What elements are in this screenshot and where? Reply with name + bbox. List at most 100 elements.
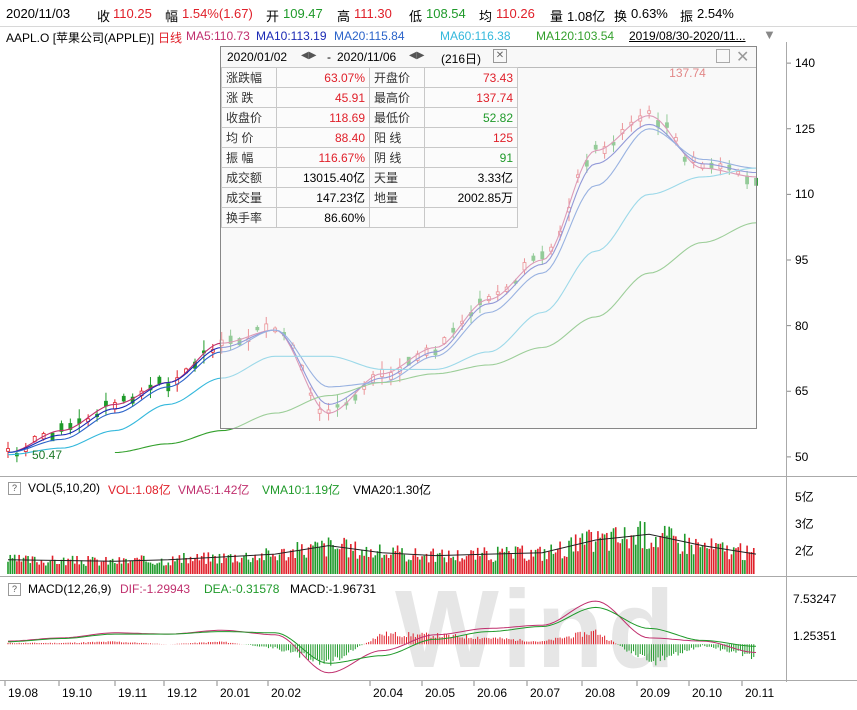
volume-bar — [53, 559, 56, 574]
volume-bar — [56, 563, 58, 574]
volume-bar — [586, 531, 588, 574]
volume-bar — [421, 556, 423, 574]
volume-bar — [94, 557, 96, 574]
volume-bar — [666, 535, 668, 574]
volume-bar — [621, 539, 624, 574]
range-start-arrows-icon[interactable]: ◀▶ — [301, 50, 317, 61]
stats-key — [369, 207, 425, 228]
volume-bar — [13, 554, 16, 574]
volume-bar — [661, 533, 664, 574]
volume-bar — [87, 556, 89, 574]
volume-bar — [265, 548, 268, 574]
volume-bar — [574, 534, 577, 574]
volume-bar — [136, 557, 138, 574]
volume-bar — [178, 555, 181, 574]
volume-bar — [40, 560, 43, 574]
volume-bar — [748, 552, 751, 574]
volume-bar — [427, 562, 430, 574]
volume-bar — [292, 549, 294, 574]
volume-bar — [274, 556, 276, 574]
price-y-axis: 140 125 110 95 80 65 50 — [787, 42, 857, 682]
x-axis-tick: 20.09 — [640, 686, 671, 700]
close-label: 收 — [97, 9, 111, 24]
volume-bar — [583, 544, 586, 574]
amplitude-label: 振 — [680, 9, 694, 24]
volume-bar — [281, 549, 283, 574]
stats-key: 收盘价 — [221, 107, 277, 128]
restore-window-icon[interactable] — [716, 49, 730, 63]
volume-bar — [76, 555, 78, 574]
volume-bar — [688, 537, 691, 574]
volume-bar — [163, 565, 165, 574]
candle-body — [59, 423, 64, 432]
volume-bar — [456, 550, 459, 574]
volume-bar — [697, 542, 699, 574]
volume-bar — [294, 557, 296, 574]
volume-bar — [116, 563, 118, 574]
volume-bar — [254, 554, 256, 574]
volume-bar — [196, 554, 199, 574]
volume-bar — [140, 555, 143, 574]
date-range-label[interactable]: 2019/08/30-2020/11... — [629, 29, 746, 43]
ma-legend: AAPL.O [苹果公司(APPLE)] 日线 MA5:110.73 MA10:… — [0, 27, 785, 45]
ma10-label: MA10:113.19 — [256, 29, 327, 43]
volume-bar — [692, 554, 695, 574]
volume-bar — [236, 561, 239, 574]
volume-bar — [372, 557, 374, 574]
high-label: 高 — [337, 9, 351, 24]
volume-bar — [530, 549, 532, 574]
x-axis-tick: 19.12 — [167, 686, 198, 700]
volume-bar — [298, 549, 301, 574]
help-icon[interactable]: ? — [8, 482, 21, 495]
volume-bar — [606, 532, 608, 574]
volume-bar — [443, 557, 446, 574]
volume-bar — [378, 544, 381, 574]
stats-row: 成交量 147.23亿 地量 2002.85万 — [221, 187, 518, 208]
volume-bar — [572, 551, 575, 574]
volume-value: 1.08亿 — [567, 9, 606, 24]
volume-bar — [243, 555, 245, 574]
volume-bar — [588, 529, 590, 574]
stats-key: 成交额 — [221, 167, 277, 188]
volume-bar — [67, 558, 69, 574]
volume-bar — [639, 521, 642, 574]
price-annotation: 50.47 — [32, 448, 62, 462]
range-end-arrows-icon[interactable]: ◀▶ — [409, 50, 425, 61]
stats-key: 阴 线 — [369, 147, 425, 168]
x-axis-tick: 20.06 — [477, 686, 508, 700]
volume-bar — [107, 564, 109, 574]
volume-bar — [171, 556, 174, 574]
volume-bar — [216, 563, 219, 574]
vol-header: ? VOL(5,10,20) VOL:1.08亿 VMA5:1.42亿 VMA1… — [0, 479, 857, 497]
dropdown-arrow-icon[interactable]: ▼ — [763, 27, 776, 42]
volume-bar — [447, 550, 450, 574]
volume-bar — [36, 562, 38, 574]
volume-bar — [343, 537, 345, 574]
volume-bar — [16, 561, 18, 574]
volume-bar — [367, 556, 370, 574]
volume-bar — [33, 556, 36, 574]
close-icon[interactable]: ✕ — [736, 49, 750, 66]
stats-value: 52.82 — [424, 107, 518, 128]
range-stats-box[interactable]: 2020/01/02 ◀▶ - 2020/11/06 ◀▶ (216日) ✕ ✕… — [220, 46, 757, 429]
stats-key: 成交量 — [221, 187, 277, 208]
volume-bar — [138, 559, 141, 574]
period-label[interactable]: 日线 — [158, 31, 183, 45]
volume-bar — [332, 544, 334, 574]
volume-bar — [314, 541, 317, 574]
candle-body — [157, 376, 162, 385]
volume-bar — [338, 549, 341, 574]
volume-bar — [305, 557, 308, 574]
volume-bar — [287, 557, 290, 574]
close-box-icon[interactable]: ✕ — [493, 49, 507, 63]
help-icon[interactable]: ? — [8, 583, 21, 596]
stats-value: 125 — [424, 127, 518, 148]
volume-bar — [258, 558, 261, 574]
volume-bar — [494, 560, 497, 574]
ma20-label: MA20:115.84 — [334, 29, 405, 43]
volume-bar — [374, 555, 377, 574]
volume-bar — [60, 559, 63, 574]
volume-bar — [285, 560, 288, 574]
volume-bar — [410, 560, 412, 574]
change-label: 幅 — [165, 9, 179, 24]
